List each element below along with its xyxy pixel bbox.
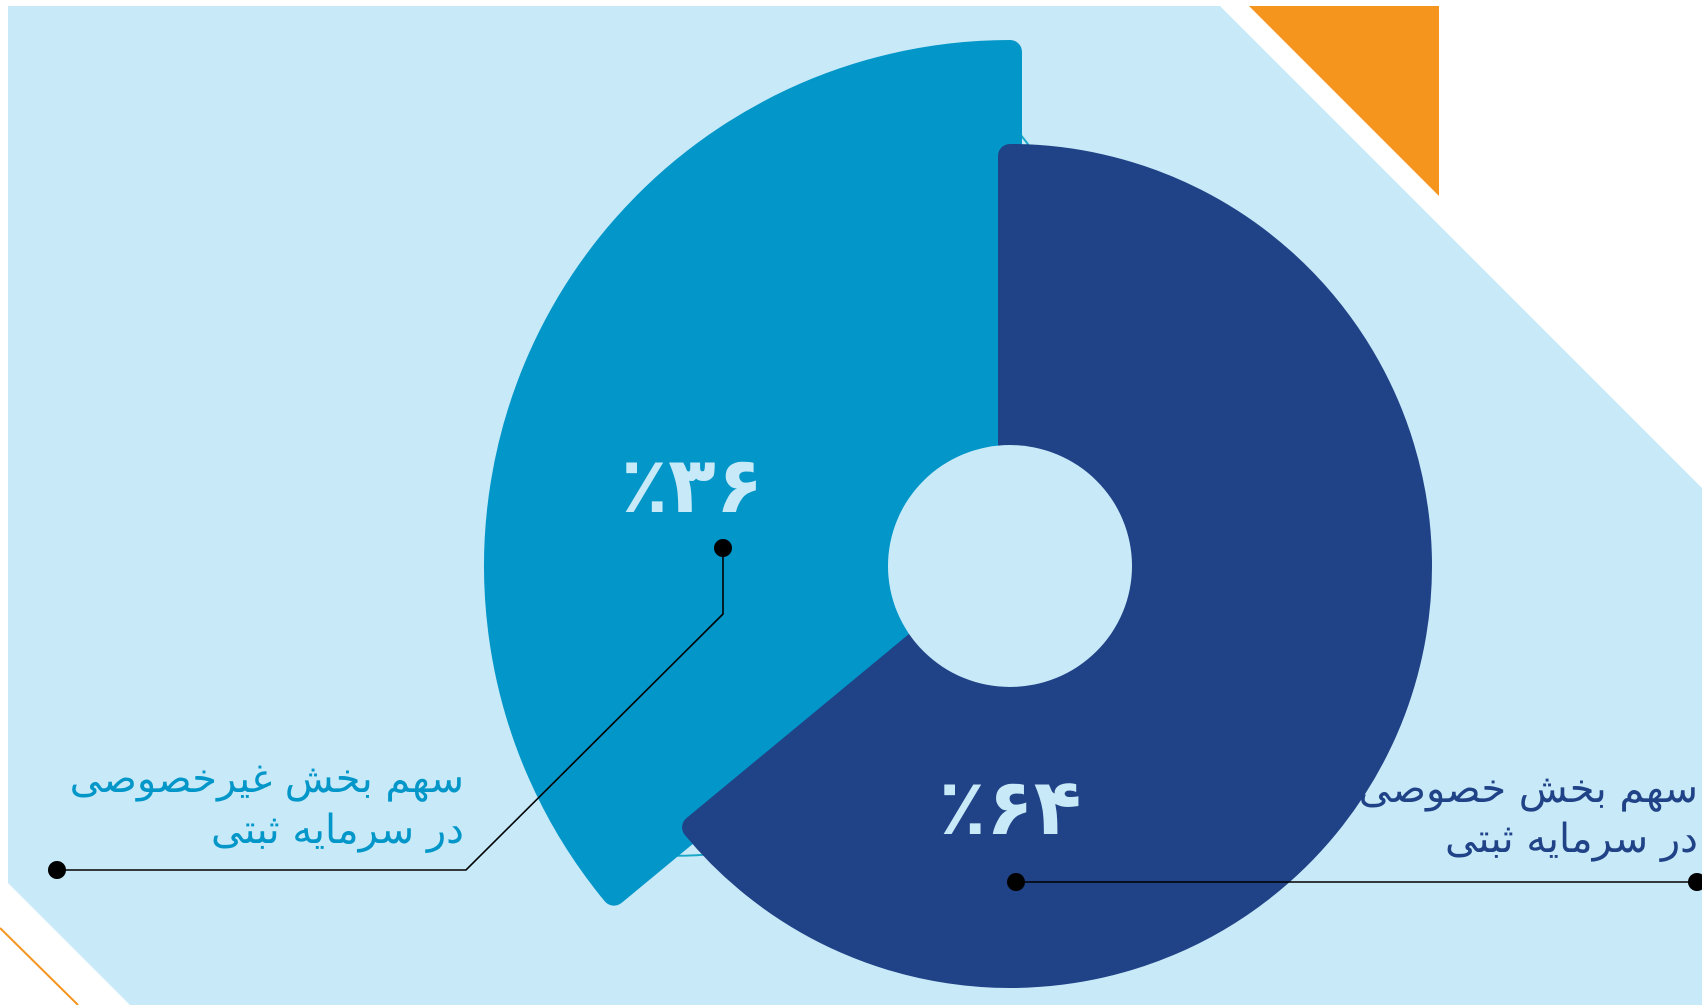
value-label-private: ٪۶۴ bbox=[939, 763, 1082, 853]
leader-dot bbox=[48, 861, 66, 879]
caption-private-line1: سهم بخش خصوصی bbox=[1359, 766, 1698, 812]
leader-dot bbox=[1688, 873, 1702, 891]
caption-private-line2: در سرمایه ثبتی bbox=[1445, 816, 1698, 862]
slice-non-private bbox=[484, 40, 1022, 906]
leader-dot bbox=[714, 539, 732, 557]
leader-line-non-private bbox=[57, 548, 724, 871]
caption-non-private-line1: سهم بخش غیرخصوصی bbox=[70, 756, 464, 802]
value-label-non-private: ٪۳۶ bbox=[621, 441, 764, 531]
donut-hole bbox=[888, 445, 1132, 687]
caption-non-private-line2: در سرمایه ثبتی bbox=[211, 807, 464, 853]
orange-corner-triangle bbox=[1249, 6, 1439, 196]
leader-dot bbox=[1007, 873, 1025, 891]
orange-accent-line bbox=[0, 927, 79, 1005]
